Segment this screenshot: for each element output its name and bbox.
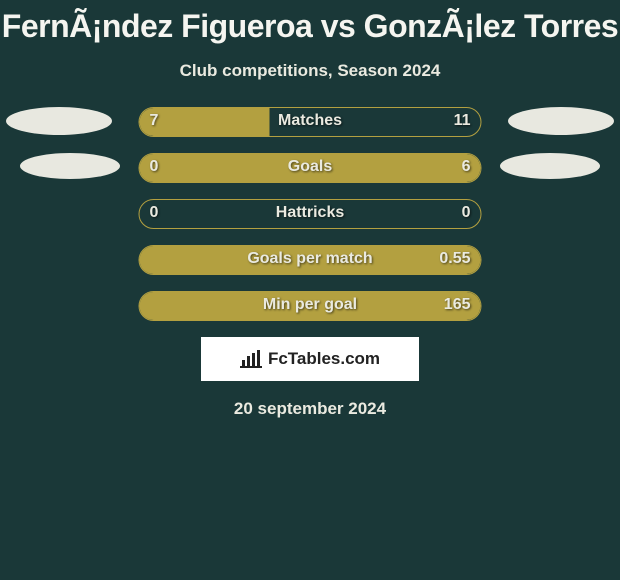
stat-bar-track: Goals 0 6 xyxy=(139,153,482,183)
stat-value-right: 11 xyxy=(454,112,471,130)
stat-label: Hattricks xyxy=(276,204,344,222)
page-title: FernÃ¡ndez Figueroa vs GonzÃ¡lez Torres xyxy=(0,0,620,45)
bar-chart-icon xyxy=(240,350,262,368)
stat-value-right: 0 xyxy=(462,204,471,222)
stat-label: Matches xyxy=(278,112,342,130)
stats-area: Matches 7 11 Goals 0 6 Hattricks 0 0 Goals per ma… xyxy=(0,107,620,419)
stat-bar-track: Min per goal 165 xyxy=(139,291,482,321)
stat-value-right: 0.55 xyxy=(439,250,470,268)
stat-value-left: 7 xyxy=(150,112,159,130)
page-subtitle: Club competitions, Season 2024 xyxy=(0,61,620,81)
stat-row: Hattricks 0 0 xyxy=(0,199,620,229)
stat-row: Goals per match 0.55 xyxy=(0,245,620,275)
stat-row: Goals 0 6 xyxy=(0,153,620,183)
stat-bar-track: Matches 7 11 xyxy=(139,107,482,137)
stat-label: Goals per match xyxy=(247,250,372,268)
source-logo-text: FcTables.com xyxy=(268,349,380,369)
stat-bar-track: Goals per match 0.55 xyxy=(139,245,482,275)
stat-label: Min per goal xyxy=(263,296,357,314)
stat-row: Matches 7 11 xyxy=(0,107,620,137)
stat-bar-left-fill xyxy=(140,108,270,136)
stat-label: Goals xyxy=(288,158,332,176)
stat-value-right: 165 xyxy=(444,296,471,314)
report-date: 20 september 2024 xyxy=(0,399,620,419)
source-logo-box: FcTables.com xyxy=(201,337,419,381)
comparison-panel: FernÃ¡ndez Figueroa vs GonzÃ¡lez Torres … xyxy=(0,0,620,419)
stat-value-left: 0 xyxy=(150,204,159,222)
stat-value-left: 0 xyxy=(150,158,159,176)
stat-bar-track: Hattricks 0 0 xyxy=(139,199,482,229)
stat-value-right: 6 xyxy=(462,158,471,176)
stat-row: Min per goal 165 xyxy=(0,291,620,321)
